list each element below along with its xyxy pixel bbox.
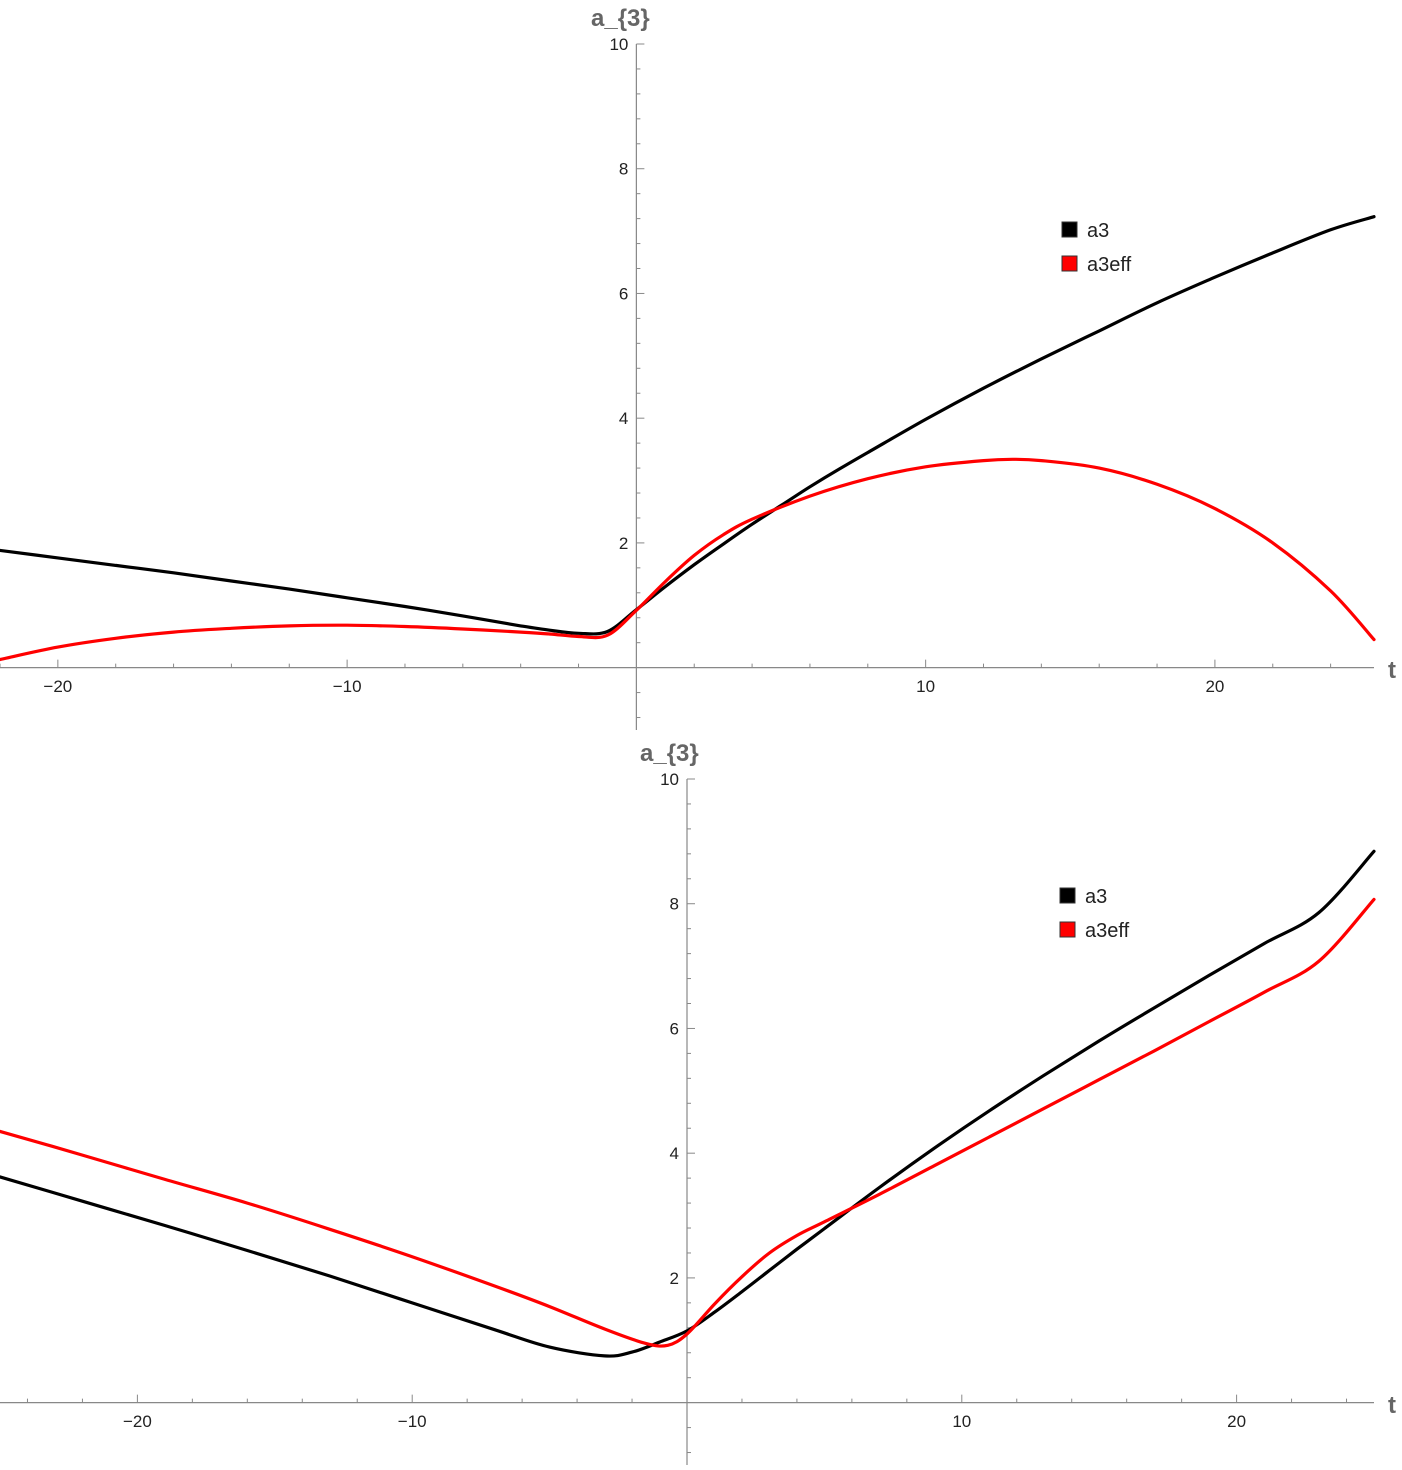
x-tick-label: 10 <box>952 1412 971 1431</box>
chart-bottom: −20 −10 10 20 2 4 6 8 10 t a_{3} a3 a3eff <box>0 740 1396 1465</box>
y-tick-label: 8 <box>619 160 628 179</box>
y-tick-label: 6 <box>619 284 628 303</box>
legend-label-a3: a3 <box>1085 886 1107 908</box>
y-tick-label: 2 <box>670 1269 679 1288</box>
y-tick-label: 8 <box>670 895 679 914</box>
series-line-a3 <box>0 215 1376 636</box>
x-axis-label: t <box>1388 657 1396 684</box>
legend-swatch-a3eff <box>1061 255 1078 272</box>
x-tick-label: −10 <box>398 1412 427 1431</box>
legend-swatch-a3eff <box>1059 921 1076 938</box>
legend-label-a3: a3 <box>1087 220 1109 242</box>
x-tick-label: −20 <box>123 1412 152 1431</box>
legend-swatch-a3 <box>1059 887 1076 904</box>
x-tick-label: −20 <box>43 677 72 696</box>
y-tick-label: 6 <box>670 1019 679 1038</box>
y-tick-label: 10 <box>609 35 628 54</box>
legend-label-a3eff: a3eff <box>1085 920 1130 942</box>
y-axis-label: a_{3} <box>591 5 650 32</box>
series-line-a3 <box>0 849 1376 1358</box>
legend-label-a3eff: a3eff <box>1087 254 1132 276</box>
x-tick-label: 20 <box>1227 1412 1246 1431</box>
x-tick-label: 20 <box>1205 677 1224 696</box>
series-line-a3eff <box>0 457 1376 662</box>
y-tick-label: 2 <box>619 534 628 553</box>
x-tick-label: 10 <box>916 677 935 696</box>
legend-swatch-a3 <box>1061 221 1078 238</box>
y-tick-label: 10 <box>660 770 679 789</box>
x-tick-label: −10 <box>333 677 362 696</box>
y-tick-label: 4 <box>619 409 628 428</box>
y-axis-label: a_{3} <box>640 740 699 767</box>
y-tick-label: 4 <box>670 1144 679 1163</box>
x-axis-label: t <box>1388 1392 1396 1419</box>
series-line-a3eff <box>0 897 1376 1348</box>
chart-top: −20 −10 10 20 2 4 6 8 10 t a_{3} a3 a3eff <box>0 5 1396 730</box>
